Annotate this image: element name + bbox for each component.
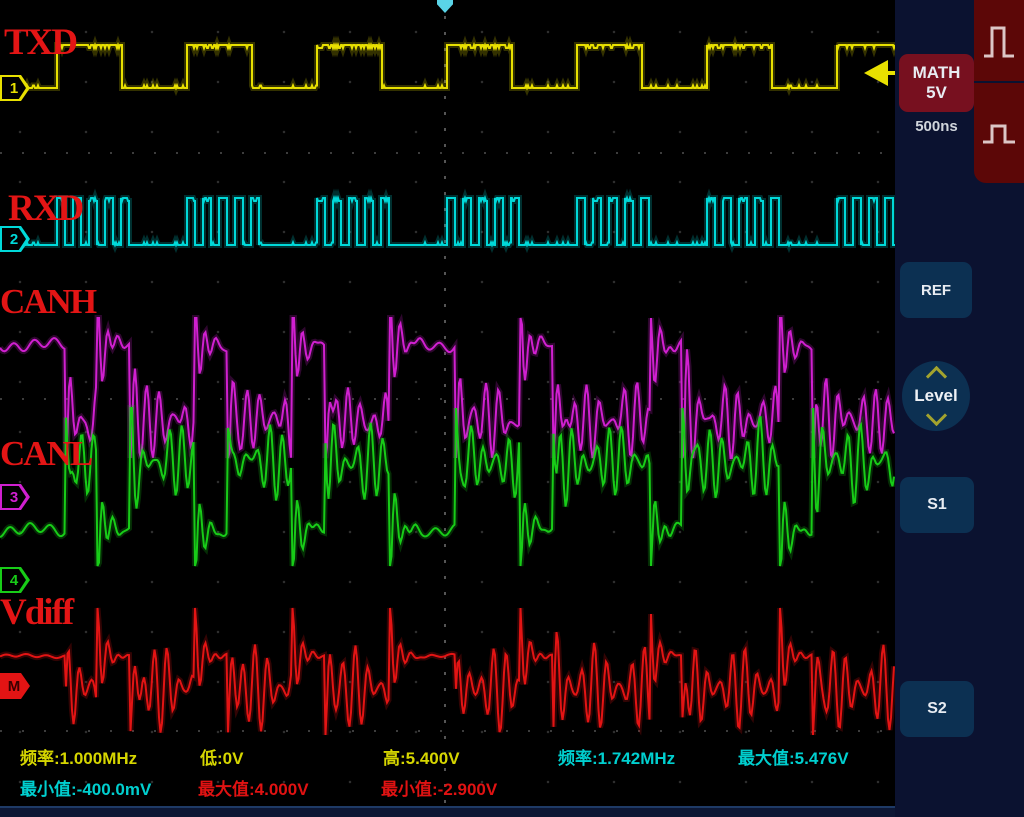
grid-line [0,398,895,400]
grid-line [0,152,895,154]
math-button-label: MATH [912,62,961,82]
trigger-level-line [886,71,895,75]
channel-tag-number: 4 [2,569,26,591]
channel-label-txd: TXD [4,22,78,63]
pulse-tall-icon [984,26,1014,58]
ref-button-label: REF [921,281,951,299]
measurement-value: 低:0V [200,749,244,768]
measurement-value: 高:5.400V [383,749,460,768]
channel-tag-rxd[interactable]: 2 [0,226,30,252]
channel-tag-txd[interactable]: 1 [0,75,30,101]
channel-tag-number: 3 [2,486,26,508]
grid-line [0,730,895,732]
channel-tag-number: M [2,675,26,697]
measurement-value: 频率:1.000MHz [20,749,138,768]
canl-trace [0,407,895,567]
pulse-short-icon [983,124,1015,144]
s1-button[interactable]: S1 [900,477,974,533]
measurement-value: 频率:1.742MHz [558,749,676,768]
grid-center-line [444,0,446,806]
s2-button[interactable]: S2 [900,681,974,737]
measurement-value: 最小值:-2.900V [381,780,498,799]
chevron-up-icon [925,365,947,388]
channel-tag-number: 1 [2,77,26,99]
trigger-slope-pulse-button[interactable] [974,83,1024,183]
scope-display: TXD RXD CANH CANL Vdiff 1 2 3 4 M 频率:1.000MH… [0,0,895,806]
math-channel-button[interactable]: MATH 5V [899,54,974,112]
channel-label-canl: CANL [0,434,93,473]
trigger-level-arrow[interactable] [864,60,888,86]
measurement-value: 最大值:4.000V [198,780,309,799]
ref-button[interactable]: REF [900,262,972,318]
slope-separator [974,81,1024,83]
measurement-value: 最小值:-400.0mV [20,780,152,799]
channel-tag-vdiff[interactable]: M [0,673,30,699]
channel-label-rxd: RXD [8,188,84,229]
math-scale-label: 5V [926,83,947,102]
vdiff-trace [0,607,895,736]
trigger-level-knob[interactable]: Level [902,361,970,431]
channel-tag-number: 2 [2,228,26,250]
sidebar: MATH 5V 500ns REF Level S1 S2 [895,0,1024,817]
measurement-value: 最大值:5.476V [738,749,849,768]
trigger-slope-rising-button[interactable] [974,0,1024,80]
s2-button-label: S2 [927,700,947,717]
s1-button-label: S1 [927,496,947,513]
trigger-slope-panel [974,0,1024,183]
waveform-canvas [0,35,895,736]
channel-label-canh: CANH [0,282,97,321]
level-knob-label: Level [914,386,958,405]
canh-trace [0,317,895,461]
rxd-trace [0,194,895,248]
channel-label-vdiff: Vdiff [0,592,74,633]
chevron-down-icon [925,404,947,427]
channel-tag-canh[interactable]: 3 [0,484,30,510]
timebase-readout: 500ns [915,118,958,135]
channel-tag-canl[interactable]: 4 [0,567,30,593]
txd-trace [0,41,895,91]
bottom-strip [0,806,895,817]
